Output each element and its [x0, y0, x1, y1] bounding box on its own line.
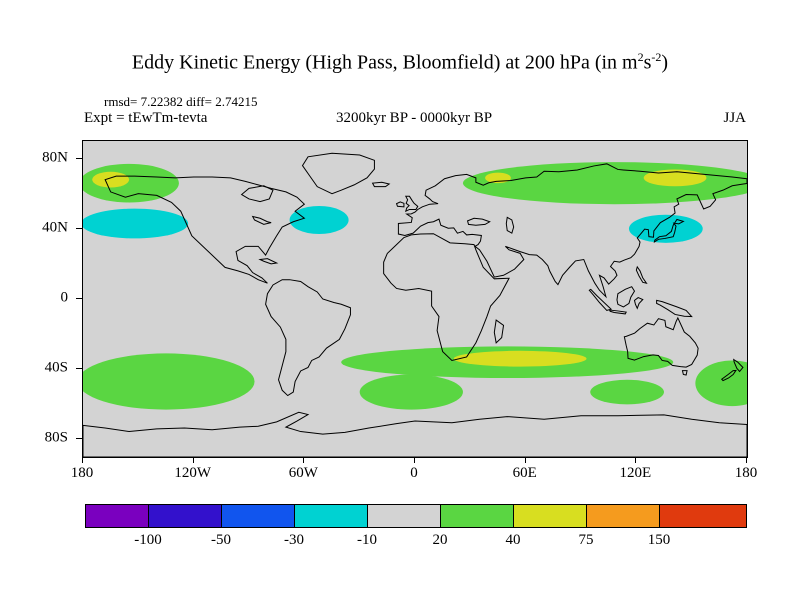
coastline-britain [406, 196, 418, 211]
stats-line: rmsd= 7.22382 diff= 2.74215 [104, 94, 258, 109]
coastline-new-zealand-south [722, 370, 736, 380]
colorbar-segment [441, 505, 514, 527]
y-tick-label: 0 [60, 289, 69, 306]
coastline-africa [384, 234, 509, 361]
coastline-philippines [636, 267, 646, 283]
anomaly-region-south-atlantic-blob [359, 374, 463, 410]
coastline-java [610, 310, 627, 314]
anomaly-region-south-indian-core [453, 350, 587, 367]
y-tick-label: 40N [42, 219, 68, 236]
colorbar-tick-label: -30 [284, 532, 304, 548]
coastline-cuba [260, 259, 277, 264]
coastline-tasmania [682, 371, 687, 375]
colorbar-segment [587, 505, 660, 527]
colorbar-tick-label: -50 [211, 532, 231, 548]
colorbar [85, 504, 747, 528]
colorbar-segment [86, 505, 149, 527]
anomaly-regions-layer [83, 162, 747, 410]
x-tick-label: 120W [174, 465, 211, 481]
anomaly-region-gulf-of-alaska-core [92, 171, 130, 188]
title-superscript-2: -2 [651, 50, 662, 64]
coastline-greenland [302, 153, 374, 193]
season-label: JJA [723, 110, 746, 126]
anomaly-region-east-siberia-core [643, 169, 707, 187]
x-tick-mark [635, 457, 637, 463]
colorbar-tick-label: 40 [505, 532, 521, 548]
coastline-great-lakes [253, 216, 271, 224]
anomaly-region-south-of-australia [590, 379, 664, 405]
x-tick-label: 180 [734, 465, 758, 481]
y-tick-mark [76, 368, 82, 370]
coastline-madagascar [494, 320, 503, 343]
coastline-sulawesi [634, 298, 642, 309]
title-text-2: s [643, 51, 652, 74]
coastline-antarctica [83, 412, 747, 457]
anomaly-region-north-pacific [83, 208, 189, 239]
colorbar-tick-label: -10 [357, 532, 377, 548]
y-tick-label: 80S [44, 429, 68, 446]
x-tick-label: 0 [410, 465, 418, 481]
x-tick-mark [414, 457, 415, 463]
coastlines [83, 153, 747, 457]
experiment-label: Expt = tEwTm-tevta [84, 110, 208, 126]
coastline-black-sea [468, 218, 490, 225]
y-axis: 80N 40N 0 40S 80S [0, 140, 82, 456]
coastline-eurasia [398, 164, 747, 297]
y-tick-mark [76, 438, 82, 440]
anomaly-region-japan-sea [628, 214, 703, 243]
coastline-borneo [617, 287, 635, 307]
x-tick-mark [303, 457, 305, 463]
coastline-south-america [266, 280, 351, 396]
map-frame [82, 140, 748, 458]
x-tick-mark [82, 457, 83, 463]
x-tick-label: 60E [512, 465, 537, 481]
x-tick-label: 120E [619, 465, 652, 481]
y-tick-mark [76, 298, 82, 299]
colorbar-segment [222, 505, 295, 527]
x-axis: 180 120W 60W 0 60E 120E 180 [71, 457, 757, 489]
y-tick-mark [76, 227, 82, 229]
coastline-iceland [373, 182, 390, 186]
anomaly-region-north-eurasia [463, 162, 747, 205]
coastline-new-guinea [657, 300, 692, 316]
coastline-north-america [105, 176, 304, 283]
x-tick-mark [524, 457, 526, 463]
coastline-australia [624, 318, 698, 367]
world-map-svg [83, 141, 747, 457]
coastline-hudson-bay [242, 186, 273, 202]
title-text-3: ) [661, 51, 669, 74]
y-tick-label: 40S [44, 359, 68, 376]
coastline-japan [654, 219, 683, 241]
colorbar-tick-label: 75 [578, 532, 594, 548]
colorbar-segment [368, 505, 441, 527]
x-tick-mark [746, 457, 747, 463]
coastline-new-zealand-north [734, 360, 743, 372]
anomaly-region-south-pacific [83, 353, 255, 410]
y-tick-mark [76, 157, 82, 159]
coastline-sumatra [589, 289, 611, 310]
period-label: 3200kyr BP - 0000kyr BP [335, 110, 493, 126]
colorbar-labels: -100 -50 -30 -10 20 40 75 150 [85, 532, 745, 552]
colorbar-segment [149, 505, 222, 527]
coastline-ireland [397, 202, 404, 207]
x-tick-mark [192, 457, 194, 463]
title-text: Eddy Kinetic Energy (High Pass, Bloomfie… [131, 51, 638, 74]
colorbar-tick-label: 20 [432, 532, 448, 548]
title-superscript: 2 [637, 50, 644, 64]
anomaly-region-new-zealand [695, 360, 747, 407]
coastline-caspian-sea [506, 217, 513, 233]
colorbar-segment [514, 505, 587, 527]
x-tick-label: 180 [70, 465, 94, 481]
page-title: Eddy Kinetic Energy (High Pass, Bloomfie… [0, 50, 800, 75]
colorbar-segment [660, 505, 746, 527]
x-tick-label: 60W [288, 465, 318, 481]
colorbar-tick-label: -100 [134, 532, 162, 548]
colorbar-tick-label: 150 [647, 532, 671, 548]
colorbar-segment [295, 505, 368, 527]
anomaly-region-north-atlantic [289, 205, 349, 235]
y-tick-label: 80N [42, 149, 68, 166]
